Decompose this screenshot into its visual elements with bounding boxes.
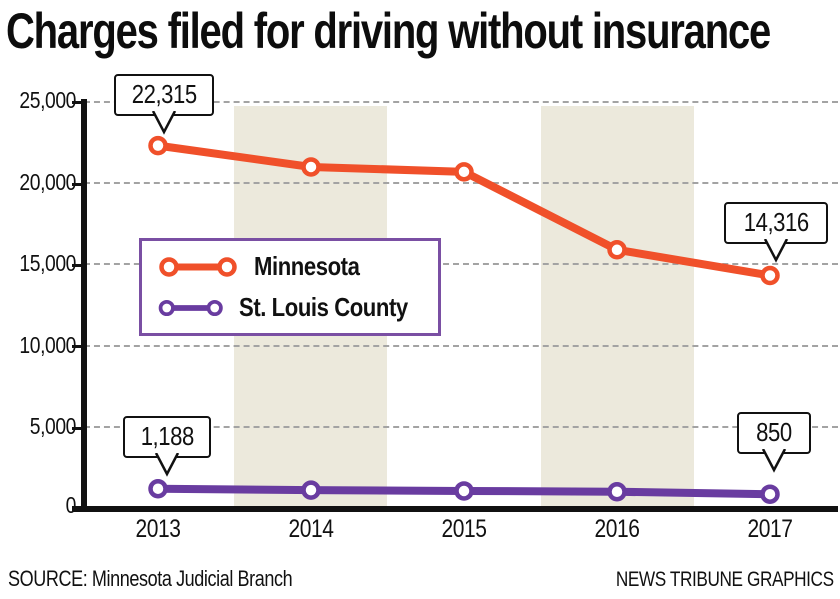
x-axis-label-2013: 2013 [135, 515, 181, 543]
st-louis-county-line-sample-icon [158, 299, 223, 316]
y-tick-10000 [72, 345, 82, 348]
y-axis-label-15000: 15,000 [19, 250, 76, 276]
y-axis-label-0: 0 [65, 492, 77, 518]
minnesota-point-2017 [760, 265, 780, 286]
x-axis-label-2015: 2015 [441, 515, 487, 543]
st-louis-county-point-2017 [760, 484, 780, 504]
st-louis-county-point-2014 [301, 480, 321, 500]
shaded-band-2016 [541, 106, 694, 506]
gridline-25000 [84, 101, 838, 103]
callout-pointer-icon [151, 111, 177, 135]
legend-item-st-louis-county: St. Louis County [156, 292, 438, 323]
st-louis-county-point-2016 [607, 482, 627, 502]
graphics-credit: NEWS TRIBUNE GRAPHICS [616, 568, 834, 591]
y-tick-15000 [72, 264, 82, 267]
x-axis-label-2017: 2017 [747, 515, 793, 543]
callout-value: 22,315 [131, 79, 197, 109]
x-axis [72, 506, 838, 512]
callout-value: 14,316 [743, 207, 809, 237]
gridline-10000 [84, 345, 838, 347]
legend: Minnesota St. Louis County [139, 238, 441, 336]
legend-item-minnesota: Minnesota [156, 251, 438, 282]
st-louis-county-point-2015 [454, 481, 474, 501]
callout-st-louis-county-2017: 850 [737, 412, 811, 473]
callout-st-louis-county-2013: 1,188 [123, 416, 211, 477]
gridline-5000 [84, 426, 838, 428]
x-axis-label-2016: 2016 [594, 515, 640, 543]
callout-minnesota-2017: 14,316 [724, 202, 828, 263]
minnesota-line-sample-icon [159, 256, 237, 277]
callout-value: 850 [756, 417, 792, 447]
y-axis-label-25000: 25,000 [19, 87, 76, 113]
callout-value: 1,188 [140, 421, 194, 451]
y-axis-label-5000: 5,000 [29, 413, 77, 439]
source-credit: SOURCE: Minnesota Judicial Branch [8, 566, 293, 591]
st-louis-county-point-2013 [148, 478, 168, 499]
y-tick-20000 [72, 182, 82, 186]
callout-pointer-icon [763, 239, 789, 263]
minnesota-point-2016 [607, 240, 627, 260]
minnesota-point-2014 [301, 157, 321, 177]
gridline-15000 [84, 263, 838, 265]
callout-pointer-icon [154, 453, 180, 477]
minnesota-point-2013 [148, 135, 168, 156]
minnesota-point-2015 [454, 162, 474, 182]
callout-pointer-icon [761, 449, 787, 473]
x-axis-label-2014: 2014 [288, 515, 334, 543]
chart-title: Charges filed for driving without insura… [6, 3, 771, 59]
y-tick-5000 [72, 426, 82, 430]
y-axis [81, 99, 87, 507]
y-axis-label-10000: 10,000 [19, 331, 76, 358]
callout-minnesota-2013: 22,315 [114, 74, 214, 135]
y-tick-25000 [72, 101, 82, 104]
gridline-20000 [84, 182, 838, 184]
legend-label-minnesota: Minnesota [254, 251, 360, 281]
legend-label-st-louis-county: St. Louis County [239, 292, 409, 322]
y-axis-label-20000: 20,000 [19, 168, 76, 195]
